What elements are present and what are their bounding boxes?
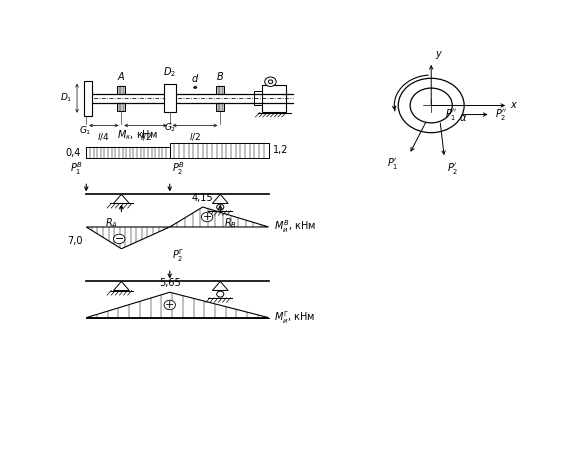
- Text: $l/2$: $l/2$: [189, 131, 201, 142]
- Text: $P_2'$: $P_2'$: [447, 161, 458, 176]
- Circle shape: [268, 80, 273, 83]
- Text: $A$: $A$: [117, 70, 126, 81]
- Text: $M_к$, кНм: $M_к$, кНм: [117, 128, 158, 142]
- Text: $P_2^B$: $P_2^B$: [172, 160, 185, 177]
- Text: $l/2$: $l/2$: [139, 131, 151, 142]
- Bar: [254, 91, 262, 106]
- Text: $x$: $x$: [510, 100, 518, 111]
- Text: $G_2$: $G_2$: [163, 121, 176, 134]
- Text: 5,65: 5,65: [159, 278, 181, 288]
- Text: $D_2$: $D_2$: [163, 65, 176, 80]
- Circle shape: [201, 212, 213, 222]
- Text: $P_2''$: $P_2''$: [495, 107, 507, 122]
- Text: 7,0: 7,0: [67, 236, 83, 246]
- Circle shape: [265, 77, 276, 87]
- Text: $P_2^\Gamma$: $P_2^\Gamma$: [172, 247, 184, 264]
- Text: −: −: [115, 234, 124, 244]
- Text: $R_B$: $R_B$: [224, 216, 237, 230]
- Circle shape: [164, 300, 175, 309]
- Bar: [83, 81, 91, 116]
- Bar: [262, 85, 286, 112]
- Circle shape: [113, 234, 125, 244]
- Text: 1,2: 1,2: [273, 146, 289, 155]
- Text: $M_и^B$, кНм: $M_и^B$, кНм: [274, 219, 316, 236]
- Bar: [164, 84, 176, 112]
- Text: $B$: $B$: [216, 70, 225, 81]
- Circle shape: [398, 78, 464, 133]
- Text: $P_1''$: $P_1''$: [445, 107, 458, 122]
- Text: 4,15: 4,15: [192, 193, 214, 203]
- Text: $G_1$: $G_1$: [79, 125, 92, 137]
- Text: $P_1'$: $P_1'$: [387, 156, 398, 171]
- Text: $y$: $y$: [435, 49, 443, 61]
- Text: $l/4$: $l/4$: [98, 131, 110, 142]
- Text: +: +: [165, 300, 175, 310]
- Text: $P_1^B$: $P_1^B$: [70, 160, 83, 177]
- Text: $R_A$: $R_A$: [105, 216, 118, 230]
- Text: $d$: $d$: [191, 72, 200, 84]
- Text: +: +: [202, 212, 212, 222]
- Text: $\alpha$: $\alpha$: [459, 114, 467, 123]
- Text: $M_и^\Gamma$, кНм: $M_и^\Gamma$, кНм: [274, 309, 315, 326]
- Text: 0,4: 0,4: [66, 147, 81, 158]
- Circle shape: [410, 88, 452, 123]
- Text: $D_1$: $D_1$: [60, 92, 73, 105]
